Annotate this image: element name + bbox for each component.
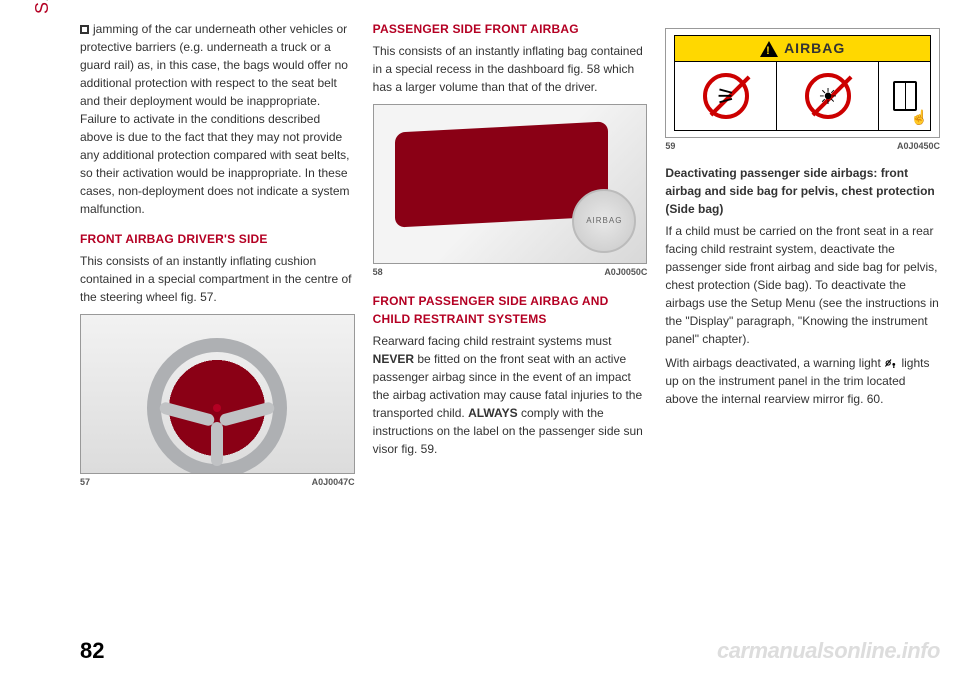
spoke-right	[219, 401, 276, 427]
figure-59-caption: 59 A0J0450C	[665, 140, 940, 154]
col1-para1: jamming of the car underneath other vehi…	[80, 20, 355, 218]
child-seat-icon: ⚞	[716, 80, 736, 113]
page-content: jamming of the car underneath other vehi…	[0, 0, 960, 620]
bullet-icon	[80, 25, 89, 34]
figure-58: AIRBAG	[373, 104, 648, 264]
warning-triangle-icon	[760, 41, 778, 57]
col1-heading1: FRONT AIRBAG DRIVER'S SIDE	[80, 230, 355, 248]
fig58-code: A0J0050C	[604, 266, 647, 280]
warning-header: AIRBAG	[675, 36, 930, 62]
hand-icon: ☝	[911, 107, 928, 128]
column-2: PASSENGER SIDE FRONT AIRBAG This consist…	[373, 20, 648, 620]
fig59-code: A0J0450C	[897, 140, 940, 154]
steering-wheel-icon	[147, 338, 287, 474]
column-3: AIRBAG ⚞ ☀ ☝	[665, 20, 940, 620]
section-tab: SAFETY	[32, 0, 53, 14]
col3-para2: With airbags deactivated, a warning ligh…	[665, 354, 940, 408]
warning-cell-3: ☝	[879, 62, 930, 130]
col1-para2: This consists of an instantly inflating …	[80, 252, 355, 306]
col3-para2a: With airbags deactivated, a warning ligh…	[665, 356, 884, 370]
fig58-num: 58	[373, 266, 383, 280]
col1-para1-text: jamming of the car underneath other vehi…	[80, 22, 350, 216]
warning-body: ⚞ ☀ ☝	[675, 62, 930, 130]
fig57-code: A0J0047C	[312, 476, 355, 490]
warning-header-text: AIRBAG	[784, 38, 845, 59]
section-tab-rest: AFETY	[32, 0, 52, 1]
col2-always: ALWAYS	[468, 406, 518, 420]
figure-59: AIRBAG ⚞ ☀ ☝	[665, 28, 940, 138]
airbag-badge: AIRBAG	[572, 189, 636, 253]
columns: jamming of the car underneath other vehi…	[80, 20, 940, 620]
col3-subheading: Deactivating passenger side airbags: fro…	[665, 164, 940, 218]
figure-58-caption: 58 A0J0050C	[373, 266, 648, 280]
spoke-bottom	[211, 422, 223, 466]
col2-never: NEVER	[373, 352, 414, 366]
figure-57	[80, 314, 355, 474]
column-1: jamming of the car underneath other vehi…	[80, 20, 355, 620]
spoke-left	[159, 401, 216, 427]
col3-para1: If a child must be carried on the front …	[665, 222, 940, 348]
col2-para2: Rearward facing child restraint systems …	[373, 332, 648, 458]
col2-heading1: PASSENGER SIDE FRONT AIRBAG	[373, 20, 648, 38]
col2-para2a: Rearward facing child restraint systems …	[373, 334, 612, 348]
col2-heading2: FRONT PASSENGER SIDE AIRBAG AND CHILD RE…	[373, 292, 648, 328]
section-tab-accent: S	[32, 1, 52, 14]
fig57-num: 57	[80, 476, 90, 490]
airbag-badge-label: AIRBAG	[586, 215, 622, 227]
warning-cell-2: ☀	[777, 62, 879, 130]
figure-57-caption: 57 A0J0047C	[80, 476, 355, 490]
airbag-off-icon	[884, 358, 898, 368]
warning-label: AIRBAG ⚞ ☀ ☝	[674, 35, 931, 131]
watermark: carmanualsonline.info	[717, 638, 940, 664]
warning-cell-1: ⚞	[675, 62, 777, 130]
col2-para1: This consists of an instantly inflating …	[373, 42, 648, 96]
fig59-num: 59	[665, 140, 675, 154]
impact-icon: ☀	[818, 80, 838, 113]
page-number: 82	[80, 638, 104, 664]
